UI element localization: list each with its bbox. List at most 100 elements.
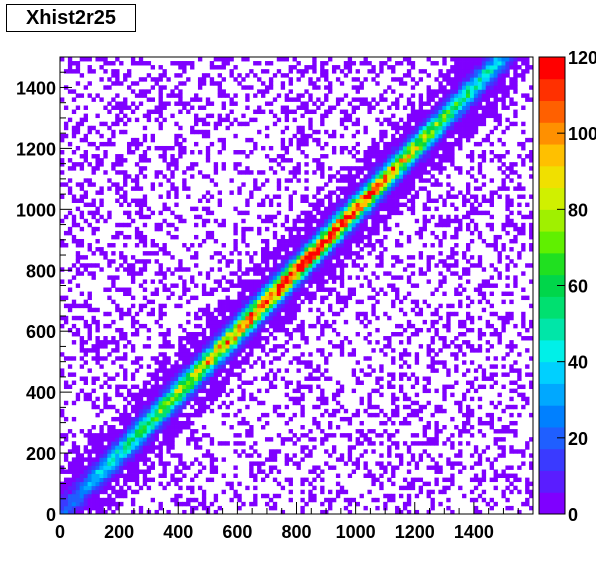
heatmap-cell <box>387 384 392 390</box>
heatmap-cell <box>178 501 183 507</box>
heatmap-cell <box>166 295 171 301</box>
heatmap-cell <box>418 230 424 236</box>
heatmap-cell <box>91 493 96 499</box>
heatmap-cell <box>79 255 85 260</box>
heatmap-cell <box>71 449 77 454</box>
heatmap-cell <box>237 352 242 357</box>
heatmap-cell <box>245 287 250 292</box>
heatmap-cell <box>134 356 140 361</box>
heatmap-cell <box>320 255 325 260</box>
heatmap-cell <box>166 222 171 228</box>
heatmap-cell <box>146 485 152 491</box>
heatmap-cell <box>158 453 163 458</box>
heatmap-cell <box>308 453 313 458</box>
heatmap-cell <box>154 412 159 418</box>
heatmap-cell <box>320 259 325 264</box>
heatmap-cell <box>284 238 290 244</box>
heatmap-cell <box>123 129 128 135</box>
heatmap-cell <box>406 150 412 155</box>
heatmap-cell <box>525 263 530 268</box>
heatmap-cell <box>103 150 108 155</box>
heatmap-cell <box>288 271 293 276</box>
heatmap-cell <box>123 420 128 426</box>
heatmap-cell <box>209 178 215 183</box>
heatmap-cell <box>359 202 364 208</box>
heatmap-cell <box>272 457 278 462</box>
heatmap-cell <box>335 332 341 337</box>
heatmap-cell <box>257 332 262 337</box>
heatmap-cell <box>473 194 479 199</box>
heatmap-cell <box>134 461 140 466</box>
heatmap-cell <box>138 202 144 208</box>
heatmap-cell <box>233 323 238 329</box>
heatmap-cell <box>83 457 88 462</box>
heatmap-cell <box>320 437 325 442</box>
heatmap-cell <box>87 441 92 446</box>
heatmap-cell <box>351 109 357 115</box>
heatmap-cell <box>359 194 364 199</box>
heatmap-cell <box>284 319 290 325</box>
heatmap-cell <box>221 105 226 110</box>
heatmap-cell <box>115 158 120 163</box>
heatmap-cell <box>134 360 140 365</box>
heatmap-cell <box>442 105 447 110</box>
heatmap-cell <box>458 323 463 329</box>
heatmap-cell <box>489 202 494 208</box>
heatmap-cell <box>469 344 475 349</box>
heatmap-cell <box>304 501 309 507</box>
heatmap-cell <box>469 412 475 418</box>
heatmap-cell <box>194 141 199 147</box>
heatmap-cell <box>130 348 136 353</box>
heatmap-cell <box>355 166 360 171</box>
heatmap-cell <box>304 214 309 220</box>
heatmap-cell <box>170 364 175 369</box>
heatmap-cell <box>296 400 301 406</box>
heatmap-cell <box>509 420 514 426</box>
heatmap-cell <box>264 352 270 357</box>
heatmap-cell <box>351 368 357 373</box>
heatmap-cell <box>395 291 400 297</box>
heatmap-cell <box>371 170 376 175</box>
heatmap-cell <box>481 420 487 426</box>
heatmap-cell <box>347 234 353 240</box>
heatmap-cell <box>477 202 483 208</box>
heatmap-cell <box>174 453 179 458</box>
heatmap-cell <box>284 291 290 297</box>
heatmap-cell <box>241 287 246 292</box>
heatmap-cell <box>418 109 424 115</box>
heatmap-cell <box>402 154 408 159</box>
heatmap-cell <box>154 109 159 115</box>
heatmap-cell <box>268 109 274 115</box>
heatmap-cell <box>426 109 431 115</box>
heatmap-cell <box>142 174 148 179</box>
heatmap-cell <box>383 186 388 191</box>
heatmap-cell <box>87 291 92 297</box>
heatmap-cell <box>328 178 333 183</box>
heatmap-cell <box>253 332 258 337</box>
heatmap-cell <box>359 214 364 220</box>
heatmap-cell <box>217 319 223 325</box>
heatmap-cell <box>264 226 270 232</box>
heatmap-cell <box>79 291 85 297</box>
heatmap-cell <box>458 226 463 232</box>
heatmap-cell <box>257 109 262 115</box>
heatmap-cell <box>387 226 392 232</box>
heatmap-cell <box>300 129 305 135</box>
heatmap-cell <box>213 396 219 402</box>
heatmap-cell <box>241 303 246 309</box>
heatmap-cell <box>170 408 175 414</box>
heatmap-cell <box>304 210 309 216</box>
heatmap-cell <box>99 489 104 495</box>
heatmap-cell <box>83 469 88 474</box>
heatmap-cell <box>241 449 246 454</box>
heatmap-cell <box>300 412 305 418</box>
heatmap-cell <box>71 166 77 171</box>
heatmap-cell <box>123 190 128 195</box>
heatmap-cell <box>347 437 353 442</box>
heatmap-cell <box>304 133 309 139</box>
heatmap-cell <box>280 154 286 159</box>
heatmap-cell <box>67 485 73 491</box>
heatmap-cell <box>343 489 349 495</box>
heatmap-cell <box>229 356 234 361</box>
heatmap-cell <box>268 311 274 317</box>
